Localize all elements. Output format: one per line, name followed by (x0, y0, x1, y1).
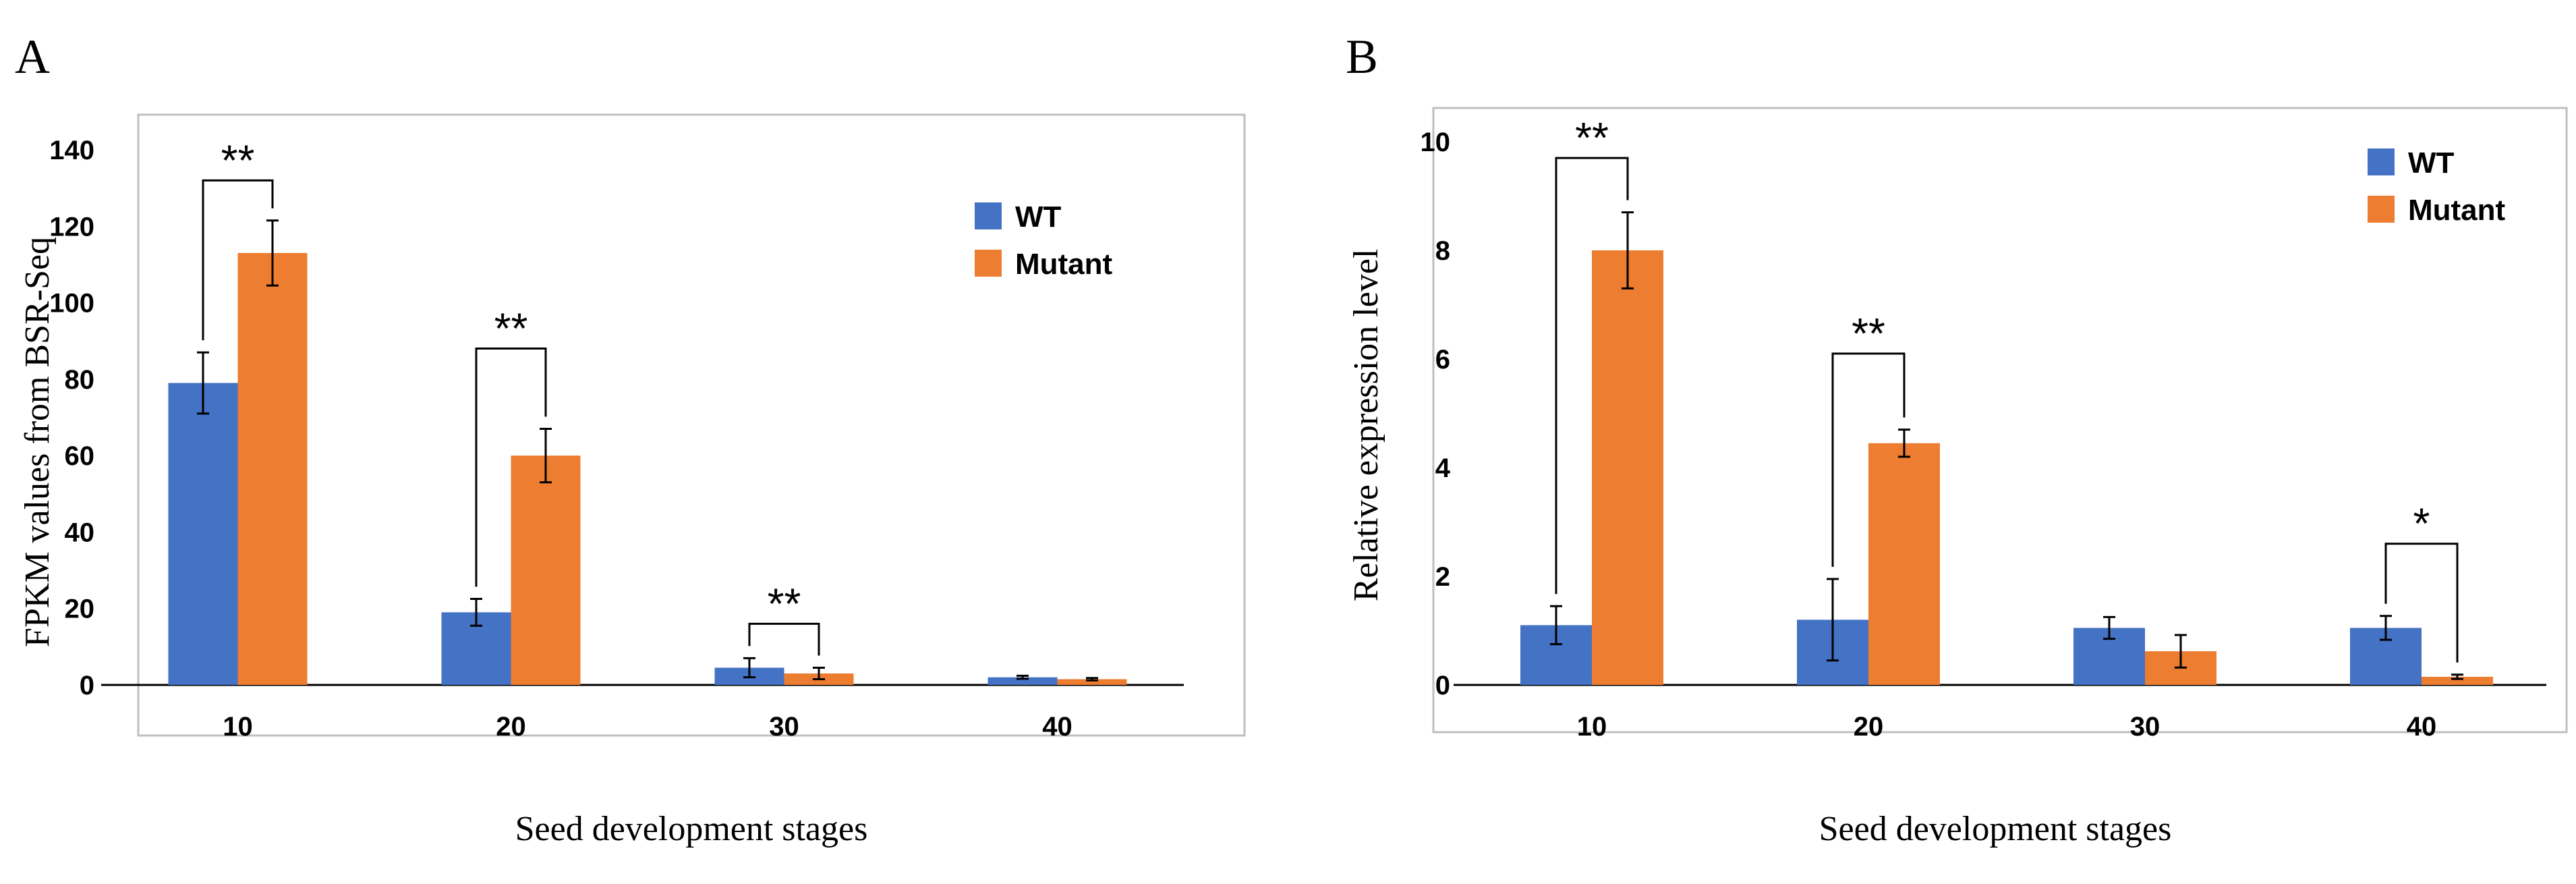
significance-marker: ** (1852, 309, 1885, 358)
legend-swatch-wt (975, 202, 1002, 229)
y-tick-label: 6 (1435, 345, 1450, 375)
bar-mutant-40 (1057, 679, 1127, 685)
y-tick-label: 40 (65, 518, 95, 547)
y-tick-label: 60 (65, 441, 95, 471)
x-axis-title-b: Seed development stages (1819, 810, 2172, 848)
legend-swatch-mutant (975, 250, 1002, 277)
y-tick-label: 10 (1421, 128, 1451, 157)
x-tick-label: 20 (496, 712, 526, 742)
x-tick-label: 40 (1042, 712, 1072, 742)
significance-marker: ** (494, 304, 528, 353)
y-tick-label: 100 (49, 289, 94, 319)
x-tick-label: 20 (1854, 712, 1884, 742)
significance-bracket (2384, 543, 2459, 663)
legend-label-wt: WT (2408, 146, 2455, 179)
legend-swatch-wt (2368, 148, 2395, 175)
y-tick-label: 8 (1435, 236, 1450, 266)
x-tick-label: 30 (2130, 712, 2160, 742)
panel-a: A FPKM values from BSR-Seq Seed developm… (15, 30, 1246, 848)
plot-a: 0 20 40 60 80 100 120 140 10 ** 20 ** 30 ** 40 WT Mutant (49, 136, 1184, 742)
legend-swatch-mutant (2368, 196, 2395, 223)
x-tick-label: 40 (2407, 712, 2437, 742)
significance-marker: ** (221, 136, 255, 184)
bar-mutant-10 (1592, 250, 1663, 685)
significance-marker: ** (1575, 113, 1609, 162)
chart-area-border-b (1432, 107, 2568, 734)
bar-mutant-20 (511, 455, 581, 685)
significance-bracket (475, 348, 547, 587)
significance-marker: * (2413, 499, 2430, 548)
significance-bracket (1831, 352, 1906, 568)
legend-label-wt: WT (1015, 200, 1062, 233)
panel-letter-a: A (15, 30, 50, 84)
bar-mutant-10 (237, 252, 308, 686)
y-tick-label: 2 (1435, 562, 1450, 592)
bar-wt-10 (168, 383, 238, 685)
y-tick-label: 120 (49, 212, 94, 242)
x-tick-label: 10 (223, 712, 253, 742)
bar-mutant-20 (1868, 443, 1940, 685)
y-tick-label: 80 (65, 365, 95, 395)
significance-bracket (748, 622, 820, 656)
y-tick-label: 140 (49, 136, 94, 165)
y-tick-label: 0 (80, 671, 94, 700)
bar-wt-40 (988, 677, 1058, 685)
chart-area-border-a (137, 113, 1246, 737)
significance-marker: ** (768, 579, 801, 628)
bar-mutant-40 (2422, 676, 2493, 685)
x-axis-title-a: Seed development stages (515, 810, 868, 848)
y-tick-label: 20 (65, 595, 95, 624)
legend-label-mutant: Mutant (1015, 248, 1113, 281)
x-tick-label: 10 (1577, 712, 1607, 742)
y-tick-label: 0 (1435, 671, 1450, 700)
panel-b: B Relative expression level Seed develop… (1346, 30, 2568, 848)
significance-bracket (1555, 157, 1629, 595)
significance-bracket (202, 179, 274, 341)
panel-letter-b: B (1346, 30, 1378, 84)
y-tick-label: 4 (1435, 453, 1451, 483)
plot-b: 0 2 4 6 8 10 10 ** 20 ** 30 40 * WT Mutant (1421, 113, 2546, 742)
x-tick-label: 30 (769, 712, 799, 742)
legend-label-mutant: Mutant (2408, 194, 2506, 227)
y-axis-title-b: Relative expression level (1347, 249, 1385, 602)
y-axis-title-a: FPKM values from BSR-Seq (18, 237, 57, 647)
